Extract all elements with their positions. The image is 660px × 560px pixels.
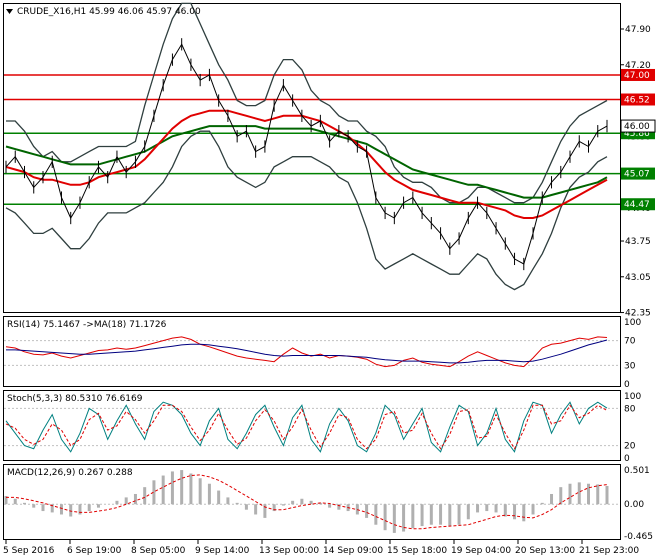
stoch-axis-label: 80 <box>624 404 636 414</box>
time-axis-label: 20 Sep 13:00 <box>515 546 575 556</box>
macd-panel[interactable] <box>3 464 621 540</box>
stoch-series-0 <box>5 401 608 453</box>
stoch-series-1 <box>5 404 608 450</box>
stoch-axis-label: 0 <box>624 454 630 464</box>
level-price-tag-label: 47.00 <box>624 71 650 81</box>
current-price-tag <box>620 119 656 133</box>
rsi-axis-label: 30 <box>624 361 636 371</box>
price-axis-label: 43.75 <box>625 237 651 247</box>
rsi-axis-label: 0 <box>624 380 630 390</box>
bollinger-lower-line <box>5 130 608 291</box>
price-axis-label: 42.35 <box>625 309 651 319</box>
stochastic-panel[interactable] <box>3 390 621 461</box>
macd-axis-label: 0.501 <box>624 466 650 476</box>
level-price-tag-label: 45.07 <box>624 170 650 180</box>
macd-title: MACD(12,26,9) 0.267 0.288 <box>7 468 133 478</box>
macd-signal-line <box>6 474 608 530</box>
stoch-axis-label: 20 <box>624 442 636 452</box>
time-axis-label: 6 Sep 19:00 <box>67 546 122 556</box>
price-axis-label: 47.20 <box>625 61 651 71</box>
level-price-tag-label: 46.52 <box>624 95 650 105</box>
bollinger-upper-line <box>6 2 608 204</box>
time-axis-label: 19 Sep 04:00 <box>451 546 511 556</box>
macd-axis-label: -0.465 <box>624 532 653 542</box>
time-axis-label: 21 Sep 23:00 <box>579 546 639 556</box>
rsi-title: RSI(14) 75.1467 ->MA(18) 71.1726 <box>7 320 167 330</box>
main-price-panel[interactable] <box>3 3 621 313</box>
current-price-label: 46.00 <box>624 122 650 132</box>
time-axis-label: 15 Sep 18:00 <box>387 546 447 556</box>
price-line <box>5 43 608 265</box>
stoch-axis-label: 100 <box>624 392 641 402</box>
rsi-series-1 <box>6 339 608 364</box>
macd-axis-label: 0.00 <box>624 500 644 510</box>
time-axis-label: 5 Sep 2016 <box>3 546 55 556</box>
time-axis-label: 8 Sep 05:00 <box>131 546 186 556</box>
rsi-axis-label: 70 <box>624 337 636 347</box>
time-axis-label: 14 Sep 09:00 <box>323 546 383 556</box>
level-price-tag <box>621 198 655 211</box>
level-price-tag-label: 45.86 <box>624 129 650 139</box>
time-axis-label: 13 Sep 00:00 <box>259 546 319 556</box>
rsi-panel[interactable] <box>3 316 621 387</box>
chart-header: CRUDE_X16,H1 45.99 46.06 45.97 46.00 <box>17 7 201 17</box>
level-price-tag-label: 44.47 <box>624 200 650 210</box>
rsi-axis-label: 100 <box>624 318 641 328</box>
stoch-title: Stoch(5,3,3) 80.5310 76.6169 <box>7 394 143 404</box>
rsi-series-0 <box>5 336 608 368</box>
level-price-tag <box>621 93 655 106</box>
level-price-tag <box>621 167 655 180</box>
level-price-tag <box>621 68 655 81</box>
price-axis-label: 47.90 <box>625 25 651 35</box>
time-axis-label: 9 Sep 14:00 <box>195 546 250 556</box>
triangle-down-icon <box>6 9 13 14</box>
price-axis-label: 43.05 <box>625 273 651 283</box>
moving-average-green-line <box>5 125 608 199</box>
